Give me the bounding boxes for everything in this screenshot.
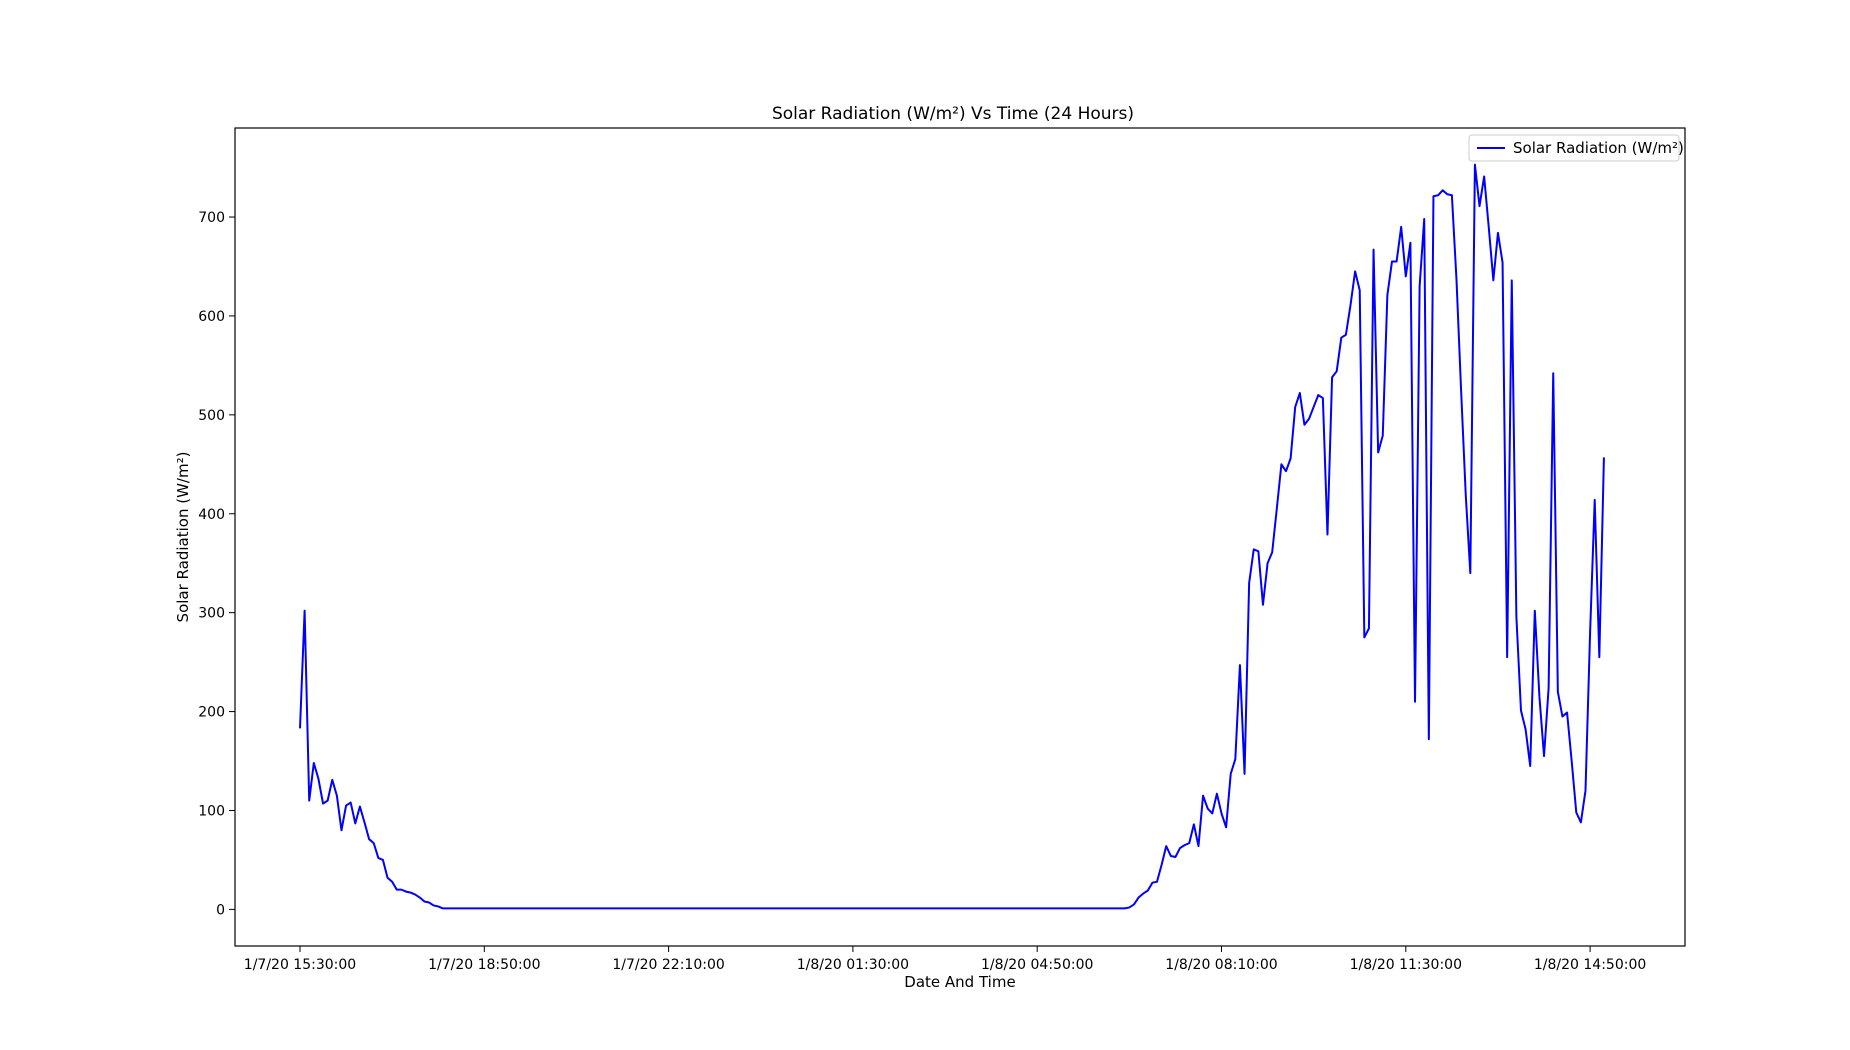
legend-box: [1468, 134, 1680, 162]
x-tick-label: 1/7/20 18:50:00: [428, 957, 540, 973]
x-tick-label: 1/7/20 15:30:00: [244, 957, 356, 973]
series-line: [299, 163, 1605, 910]
y-axis: 0 100 200 300 400 500 600 700: [198, 210, 235, 918]
y-axis-label: Solar Radiation (W/m²): [174, 452, 192, 623]
x-axis: 1/7/20 15:30:00 1/7/20 18:50:00 1/7/20 22:…: [244, 946, 1646, 973]
y-tick-label: 300: [198, 606, 225, 622]
legend-entry-label: Solar Radiation (W/m²): [1513, 139, 1684, 157]
chart-title: Solar Radiation (W/m²) Vs Time (24 Hours…: [772, 104, 1134, 124]
legend: Solar Radiation (W/m²): [1468, 134, 1684, 162]
y-tick-label: 400: [198, 507, 225, 523]
x-tick-label: 1/8/20 11:30:00: [1350, 957, 1462, 973]
y-tick-label: 500: [198, 408, 225, 424]
y-tick-label: 200: [198, 705, 225, 721]
y-tick-label: 100: [198, 803, 225, 819]
series-group: [299, 163, 1605, 910]
x-tick-label: 1/7/20 22:10:00: [612, 957, 724, 973]
y-tick-label: 700: [198, 210, 225, 226]
x-axis-label: Date And Time: [904, 973, 1015, 991]
plot-area: [234, 127, 1686, 947]
x-tick-label: 1/8/20 01:30:00: [797, 957, 909, 973]
x-tick-label: 1/8/20 04:50:00: [981, 957, 1093, 973]
x-tick-label: 1/8/20 08:10:00: [1165, 957, 1277, 973]
x-tick-label: 1/8/20 14:50:00: [1534, 957, 1646, 973]
y-tick-label: 600: [198, 309, 225, 325]
y-tick-label: 0: [216, 902, 225, 918]
